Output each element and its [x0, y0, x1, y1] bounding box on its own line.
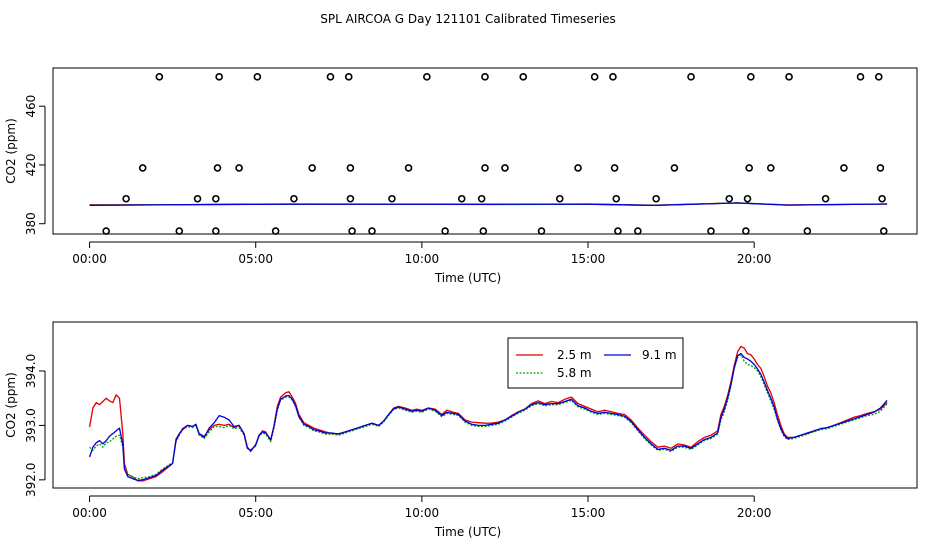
series-line-5-8-m [89, 354, 888, 480]
calibration-point [481, 73, 489, 81]
bottom-panel-frame [52, 321, 918, 489]
calibration-point [138, 164, 147, 172]
legend-label-5-8m: 5.8 m [557, 366, 592, 380]
top-panel-y-axis-label: CO2 (ppm) [4, 118, 18, 184]
calibration-point [423, 73, 431, 81]
calibration-point [590, 73, 599, 81]
calibration-point [609, 73, 617, 81]
calibration-point [212, 194, 220, 203]
calibration-point [477, 194, 486, 203]
y-tick-label: 392.0 [24, 463, 38, 497]
calibration-point [574, 164, 582, 172]
calibration-point [821, 194, 830, 203]
bottom-panel-y-axis-label: CO2 (ppm) [4, 372, 18, 438]
x-tick-label: 10:00 [405, 506, 440, 520]
x-tick-label: 20:00 [737, 506, 772, 520]
legend-label-9-1m: 9.1 m [642, 348, 677, 362]
y-tick-label: 420 [24, 154, 38, 177]
calibration-point [519, 73, 528, 81]
calibration-point [326, 73, 335, 81]
calibration-point [388, 194, 396, 203]
x-tick-label: 10:00 [405, 252, 440, 266]
calibration-point [747, 73, 755, 81]
top-panel-frame [52, 67, 918, 235]
legend: 2.5 m 9.1 m 5.8 m [507, 337, 684, 389]
calibration-point [253, 73, 262, 81]
calibration-point [215, 73, 223, 81]
calibration-point [213, 164, 222, 172]
y-tick-label: 393.0 [24, 408, 38, 442]
x-tick-label: 00:00 [72, 506, 107, 520]
calibration-point [290, 194, 298, 203]
x-tick-label: 15:00 [571, 252, 606, 266]
calibration-point [876, 164, 885, 172]
calibration-point [687, 73, 695, 81]
calibration-point [501, 164, 509, 172]
calibration-point [457, 194, 466, 203]
calibration-point [555, 194, 564, 203]
x-tick-label: 20:00 [737, 252, 772, 266]
calibration-point [155, 73, 164, 81]
calibration-point [743, 194, 752, 203]
x-tick-label: 05:00 [238, 252, 273, 266]
calibration-point [766, 164, 775, 172]
x-tick-label: 05:00 [238, 506, 273, 520]
legend-label-2-5m: 2.5 m [557, 348, 592, 362]
series-line-9-1-m [89, 202, 888, 207]
y-tick-label: 394.0 [24, 354, 38, 388]
calibration-point [745, 164, 753, 172]
x-tick-label: 15:00 [571, 506, 606, 520]
top-panel-x-axis-label: Time (UTC) [434, 271, 501, 285]
calibration-point [344, 73, 353, 81]
calibration-point [878, 194, 886, 203]
figure-title: SPL AIRCOA G Day 121101 Calibrated Times… [320, 12, 615, 26]
calibration-point [612, 194, 621, 203]
top-panel-x-ticks: 00:00 05:00 10:00 15:00 20:00 [72, 241, 772, 266]
calibration-point [122, 194, 130, 203]
calibration-point [346, 194, 355, 203]
calibration-point [481, 164, 489, 172]
y-tick-label: 380 [24, 212, 38, 235]
top-panel-y-ticks: 380 420 460 [24, 95, 46, 235]
series-line-9-1-m [88, 352, 888, 482]
x-tick-label: 00:00 [72, 252, 107, 266]
bottom-panel-y-ticks: 392.0 393.0 394.0 [24, 354, 46, 497]
calibration-point [346, 164, 355, 172]
bottom-panel-x-ticks: 00:00 05:00 10:00 15:00 20:00 [72, 495, 772, 520]
calibration-point [785, 73, 793, 81]
calibration-point [308, 164, 317, 172]
bottom-panel: 392.0 393.0 394.0 00:00 05:00 10:00 15:00 20:0… [4, 321, 918, 539]
y-tick-label: 460 [24, 95, 38, 118]
bottom-panel-series [88, 345, 888, 482]
calibration-point [610, 164, 619, 172]
calibration-point [670, 164, 679, 172]
calibration-point [404, 164, 413, 172]
calibration-point [874, 73, 883, 81]
calibration-point [652, 194, 660, 203]
top-panel: 380 420 460 00:00 05:00 10:00 15:00 20:00 Time… [4, 67, 918, 285]
calibration-point [725, 194, 734, 203]
bottom-panel-x-axis-label: Time (UTC) [434, 525, 501, 539]
calibration-point [856, 73, 865, 81]
calibration-point [235, 164, 243, 172]
calibration-point [193, 194, 202, 203]
legend-box [507, 337, 684, 389]
calibration-point [840, 164, 848, 172]
